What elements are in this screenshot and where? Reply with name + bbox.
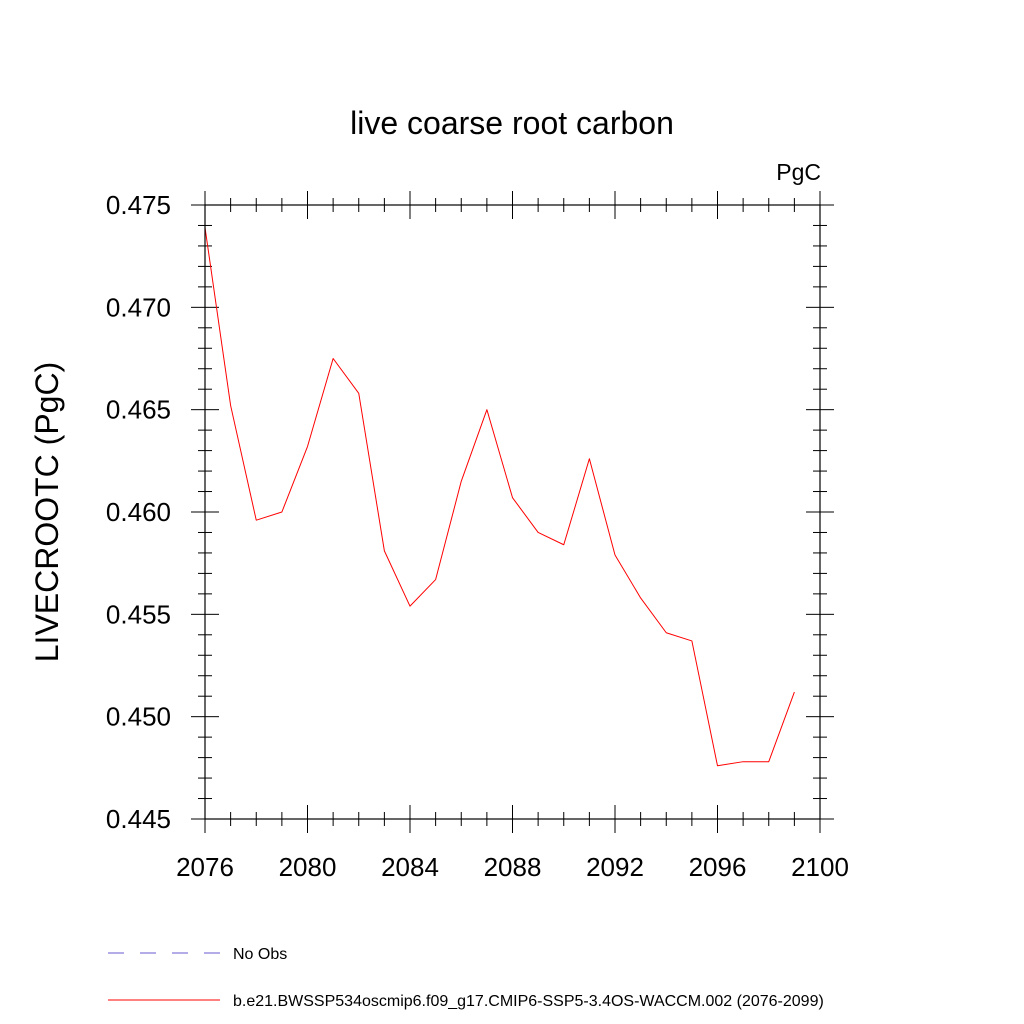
y-axis-label: LIVECROOTC (PgC) [29,362,65,662]
x-tick-label: 2096 [689,852,747,882]
legend-label: b.e21.BWSSP534oscmip6.f09_g17.CMIP6-SSP5… [233,993,824,1010]
x-tick-label: 2100 [791,852,849,882]
units-label: PgC [776,159,821,185]
x-tick-label: 2084 [381,852,439,882]
y-tick-label: 0.450 [106,702,171,732]
x-tick-label: 2088 [484,852,542,882]
x-tick-label: 2076 [176,852,234,882]
y-tick-label: 0.445 [106,804,171,834]
y-tick-label: 0.465 [106,395,171,425]
axis-ticks: 2076 2080 2084 2088 2092 2096 2100 0.445 0.450 0.… [106,190,849,882]
y-tick-label: 0.470 [106,292,171,322]
series-line [204,227,795,767]
legend-label: No Obs [233,946,287,963]
series-layer [204,227,795,767]
legend: No Obs b.e21.BWSSP534oscmip6.f09_g17.CMIP… [108,946,824,1010]
x-tick-label: 2092 [586,852,644,882]
y-tick-label: 0.475 [106,190,171,220]
x-tick-label: 2080 [279,852,337,882]
plot-frame [204,204,821,820]
y-tick-label: 0.460 [106,497,171,527]
y-tick-label: 0.455 [106,599,171,629]
chart-title: live coarse root carbon [350,105,674,141]
